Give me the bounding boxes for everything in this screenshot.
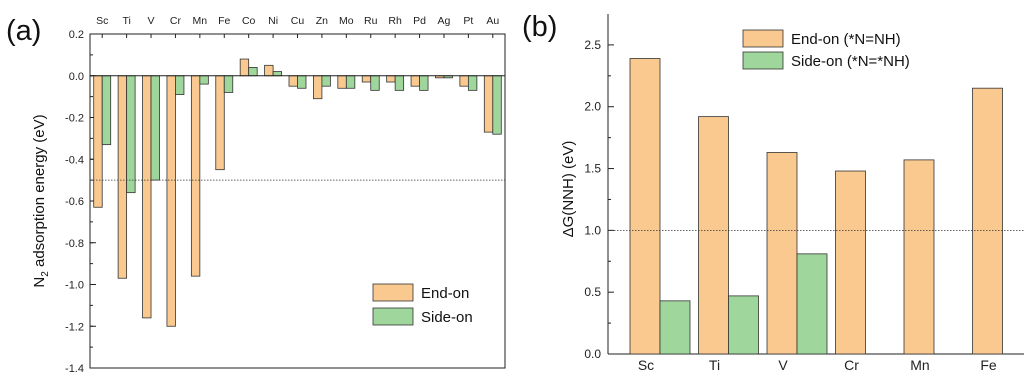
x-tick-label-a: Cu: [291, 15, 305, 27]
x-tick-label-b: V: [778, 357, 788, 373]
legend-label-b: End-on (*N=NH): [791, 31, 901, 48]
legend-swatch-b: [742, 29, 784, 48]
bar-b-end-on-ti: [698, 116, 729, 355]
y-tick-label-a: -0.8: [65, 238, 84, 250]
bar-b-end-on-fe: [972, 87, 1003, 355]
bar-a-side-on-sc: [101, 75, 112, 146]
bar-b-end-on-v: [766, 152, 798, 355]
y-tick-label-a: -0.6: [65, 196, 84, 208]
x-tick-label-a: Au: [486, 15, 499, 27]
y-tick-label-b: 1.0: [584, 223, 601, 237]
bar-a-end-on-ni: [264, 64, 274, 77]
y-tick-label-b: 1.5: [584, 162, 601, 176]
bar-a-side-on-co: [248, 67, 258, 77]
x-tick-label-a: Ag: [438, 15, 451, 27]
x-tick-label-b: Mn: [910, 357, 929, 373]
x-tick-label-b: Ti: [709, 357, 720, 373]
x-tick-label-a: Cr: [170, 15, 182, 27]
panel-label-a: (a): [6, 15, 41, 47]
bar-a-end-on-co: [239, 58, 250, 77]
bar-a-side-on-zn: [321, 75, 331, 87]
bar-a-end-on-v: [142, 75, 152, 319]
bar-b-side-on-ti: [728, 295, 759, 355]
y-tick-label-a: -0.2: [65, 113, 84, 125]
bar-a-end-on-sc: [93, 75, 103, 208]
bar-a-side-on-mo: [345, 75, 356, 89]
x-tick-label-b: Fe: [980, 357, 997, 373]
x-tick-label-a: Sc: [96, 15, 108, 27]
legend-label-a: End-on: [421, 285, 469, 302]
x-tick-label-a: V: [148, 15, 155, 27]
bar-a-side-on-ti: [126, 75, 136, 194]
bar-b-end-on-sc: [629, 58, 661, 355]
y-tick-label-a: -1.0: [65, 280, 84, 292]
x-tick-label-a: Ti: [122, 15, 130, 27]
bar-b-end-on-mn: [903, 159, 935, 355]
bar-a-end-on-pd: [410, 75, 420, 87]
bar-a-end-on-mn: [190, 75, 201, 277]
y-tick-label-a: 0.0: [69, 71, 84, 83]
x-tick-label-a: Co: [242, 15, 256, 27]
bar-a-end-on-cu: [288, 75, 298, 87]
bar-a-end-on-fe: [215, 75, 225, 171]
x-tick-label-a: Rh: [388, 15, 402, 27]
legend-swatch-b: [742, 51, 784, 70]
legend-label-b: Side-on (*N=*NH): [791, 53, 910, 70]
bar-a-side-on-mn: [199, 75, 209, 85]
y-tick-label-a: -1.4: [65, 363, 84, 375]
bar-a-side-on-rh: [394, 75, 405, 91]
x-tick-label-a: Mn: [193, 15, 208, 27]
bar-a-side-on-ni: [272, 71, 282, 77]
legend-label-a: Side-on: [421, 309, 473, 326]
bar-a-end-on-rh: [386, 75, 396, 83]
panel-b-chart: 0.0 0.5 1.0 1.5 2.0 2.5 Sc Ti V Cr Mn Fe (b) ΔG(NNH) …: [522, 11, 1024, 373]
y-tick-label-b: 2.0: [584, 100, 601, 114]
bar-b-end-on-cr: [835, 170, 866, 355]
bar-a-end-on-pt: [459, 75, 469, 87]
bar-a-side-on-fe: [223, 75, 234, 93]
bar-b-side-on-sc: [659, 300, 691, 355]
y-tick-label-b: 0.0: [584, 347, 601, 361]
x-tick-label-a: Mo: [339, 15, 354, 27]
x-tick-label-b: Cr: [844, 357, 859, 373]
legend-swatch-a: [372, 283, 414, 302]
bar-a-side-on-ru: [370, 75, 380, 91]
y-axis-title-a: N2 adsorption energy (eV): [31, 114, 51, 287]
x-tick-label-a: Fe: [218, 15, 230, 27]
x-tick-label-a: Zn: [316, 15, 328, 27]
x-tick-label-a: Ni: [268, 15, 278, 27]
x-tick-label-b: Sc: [638, 357, 654, 373]
x-tick-label-a: Pt: [463, 15, 473, 27]
bar-a-end-on-ru: [361, 75, 372, 83]
bar-a-end-on-mo: [337, 75, 347, 89]
y-tick-label-a: -1.2: [65, 321, 84, 333]
y-tick-label-b: 0.5: [584, 285, 601, 299]
bar-a-end-on-ti: [117, 75, 128, 279]
y-tick-label-b: 2.5: [584, 38, 601, 52]
bar-a-end-on-cr: [166, 75, 176, 327]
y-tick-label-a: -0.4: [65, 154, 84, 166]
x-tick-label-a: Pd: [413, 15, 426, 27]
panel-label-b: (b): [522, 11, 557, 43]
bar-a-side-on-cr: [175, 75, 185, 95]
bar-a-side-on-pt: [467, 75, 478, 91]
bar-a-end-on-au: [483, 75, 494, 133]
panel-a-chart: 0.2 0.0 -0.2 -0.4 -0.6 -0.8 -1.0 -1.2 -1.4 Sc Ti V C…: [6, 15, 506, 375]
y-tick-label-a: 0.2: [69, 29, 84, 41]
bar-b-side-on-v: [796, 253, 828, 355]
bar-a-side-on-pd: [419, 75, 429, 91]
bar-a-side-on-v: [150, 75, 160, 181]
y-axis-title-b: ΔG(NNH) (eV): [560, 141, 577, 238]
bar-a-side-on-cu: [297, 75, 307, 89]
bar-a-end-on-zn: [313, 75, 323, 100]
legend-swatch-a: [372, 307, 414, 326]
bar-a-side-on-au: [492, 75, 502, 135]
x-tick-label-a: Ru: [364, 15, 378, 27]
